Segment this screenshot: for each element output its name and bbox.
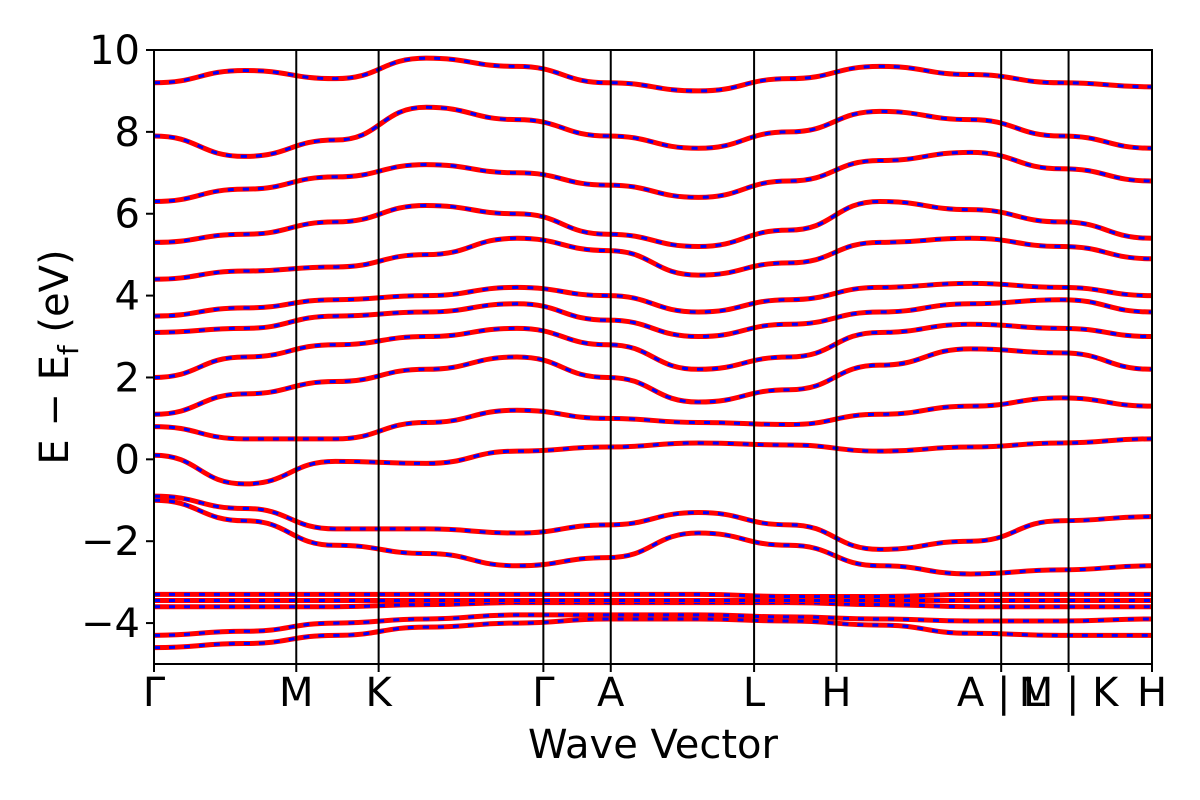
band-line-blue xyxy=(154,396,1152,441)
y-tick-label: 4 xyxy=(115,274,140,320)
band-line-blue xyxy=(154,494,1152,551)
y-tick-label: 0 xyxy=(115,437,140,483)
y-tick-label: −2 xyxy=(81,519,140,565)
x-tick-label: K xyxy=(366,670,394,716)
band-line-blue xyxy=(154,56,1152,93)
band-line-blue xyxy=(154,437,1152,486)
band-line-blue xyxy=(154,236,1152,281)
band-line-red xyxy=(154,395,1152,442)
plot-frame xyxy=(153,49,1153,665)
band-line-blue xyxy=(154,498,1152,576)
x-tick-label: M xyxy=(279,670,314,716)
band-line-blue xyxy=(154,347,1152,416)
band-line-blue xyxy=(154,613,1152,637)
band-line-blue xyxy=(154,617,1152,650)
x-tick-label: M | K xyxy=(1019,670,1120,716)
band-line-red xyxy=(154,235,1152,282)
band-line-blue xyxy=(154,281,1152,318)
y-axis-title: E − Ef (eV) xyxy=(32,249,85,464)
kpoint-lines xyxy=(295,50,1070,664)
band-line-blue xyxy=(154,150,1152,203)
band-line-red xyxy=(154,149,1152,204)
x-axis-title: Wave Vector xyxy=(528,722,779,768)
y-axis-title-unit: (eV) xyxy=(32,249,78,345)
band-line-blue xyxy=(154,105,1152,158)
svg-text:E − Ef (eV): E − Ef (eV) xyxy=(32,249,85,464)
y-axis-title-subscript: f xyxy=(52,344,85,355)
x-tick-label: H xyxy=(821,670,851,716)
x-tick-label: Γ xyxy=(143,670,166,716)
x-tick-label: Γ xyxy=(532,670,555,716)
y-axis-title-main: E − E xyxy=(32,355,78,465)
x-tick-label: H xyxy=(1137,670,1167,716)
band-line-blue xyxy=(154,199,1152,248)
y-tick-label: 2 xyxy=(115,355,140,401)
band-line-red xyxy=(154,104,1152,159)
y-tick-label: 8 xyxy=(115,110,140,156)
y-tick-label: −4 xyxy=(81,601,140,647)
band-line-red xyxy=(154,297,1152,340)
band-line-blue xyxy=(154,592,1152,598)
bands-layer xyxy=(154,55,1152,651)
y-axis: 10 8 6 4 2 0 −2 −4 xyxy=(81,28,154,647)
band-line-red xyxy=(154,55,1152,94)
x-tick-label: A xyxy=(597,670,625,716)
y-tick-label: 6 xyxy=(115,192,140,238)
band-line-red xyxy=(154,280,1152,319)
y-tick-label: 10 xyxy=(89,28,140,74)
x-tick-label: A | L xyxy=(957,670,1046,716)
band-line-blue xyxy=(154,322,1152,379)
x-tick-label: L xyxy=(743,670,766,716)
